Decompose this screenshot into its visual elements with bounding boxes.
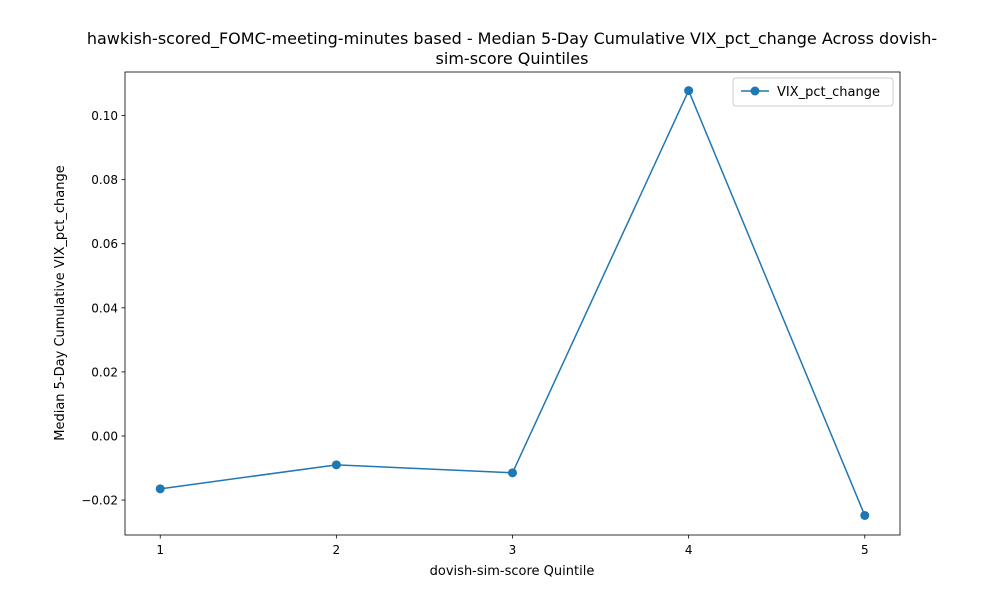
data-point-marker [508, 468, 517, 478]
plot-area-frame [124, 71, 901, 536]
y-axis-label: Median 5-Day Cumulative VIX_pct_change [53, 165, 68, 440]
legend-label-vix-pct-change: VIX_pct_change [777, 85, 880, 100]
y-tick-label: 0.08 [91, 173, 118, 187]
y-tick-label: −0.02 [81, 494, 118, 508]
chart-title-line-2: sim-score Quintiles [436, 49, 589, 68]
chart-title-line-1: hawkish-scored_FOMC-meeting-minutes base… [87, 29, 937, 49]
data-point-marker [331, 460, 341, 470]
y-tick-label: 0.02 [91, 365, 118, 379]
x-axis-label: dovish-sim-score Quintile [430, 564, 595, 579]
x-tick-label: 3 [509, 543, 517, 557]
legend: VIX_pct_change [732, 77, 894, 107]
y-tick-label: 0.06 [91, 237, 118, 251]
legend-box [732, 77, 894, 107]
series-line [160, 89, 866, 516]
series-layer [155, 86, 870, 520]
y-tick-label: 0.04 [91, 301, 118, 315]
x-tick-label: 2 [333, 543, 341, 557]
x-tick-label: 4 [685, 543, 693, 557]
data-point-marker [155, 484, 165, 494]
y-tick-label: 0.10 [91, 109, 118, 123]
y-axis-ticks: −0.02 0.00 0.02 0.04 0.06 0.08 0.10 [81, 109, 125, 508]
data-point-marker [684, 86, 694, 96]
y-tick-label: 0.00 [91, 429, 118, 443]
x-tick-label: 1 [156, 543, 164, 557]
legend-marker-swatch [750, 86, 760, 96]
data-point-marker [860, 510, 870, 520]
x-axis-ticks: 1 2 3 4 5 [156, 535, 869, 557]
x-tick-label: 5 [861, 543, 869, 557]
